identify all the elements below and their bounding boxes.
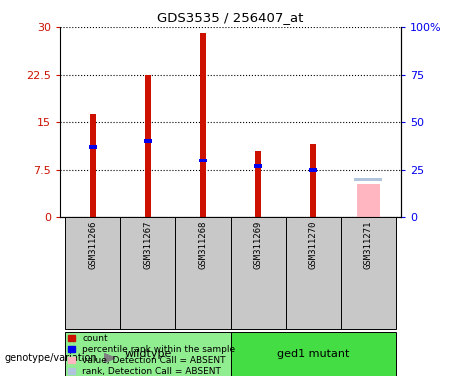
Bar xyxy=(176,217,230,329)
Text: ged1 mutant: ged1 mutant xyxy=(277,349,349,359)
Legend: count, percentile rank within the sample, value, Detection Call = ABSENT, rank, : count, percentile rank within the sample… xyxy=(65,331,239,379)
Bar xyxy=(230,332,396,376)
Bar xyxy=(285,217,341,329)
Bar xyxy=(199,159,207,162)
Bar xyxy=(309,168,317,172)
Polygon shape xyxy=(104,353,115,363)
Bar xyxy=(65,217,120,329)
Bar xyxy=(145,74,151,217)
Bar xyxy=(255,151,261,217)
Bar xyxy=(65,332,230,376)
Text: GSM311266: GSM311266 xyxy=(89,221,97,269)
Text: GSM311270: GSM311270 xyxy=(308,221,318,269)
Text: GSM311269: GSM311269 xyxy=(254,221,262,269)
Text: GSM311268: GSM311268 xyxy=(199,221,207,269)
Bar xyxy=(341,217,396,329)
Text: wildtype: wildtype xyxy=(124,349,171,359)
Text: genotype/variation: genotype/variation xyxy=(5,353,97,363)
Bar xyxy=(254,164,262,168)
Bar xyxy=(230,217,285,329)
Bar xyxy=(144,139,152,143)
Bar xyxy=(354,178,382,181)
Bar xyxy=(200,33,206,217)
Text: GSM311267: GSM311267 xyxy=(143,221,153,269)
Title: GDS3535 / 256407_at: GDS3535 / 256407_at xyxy=(157,11,304,24)
Bar xyxy=(89,114,96,217)
Bar xyxy=(120,217,176,329)
Bar xyxy=(356,184,379,217)
Bar xyxy=(310,144,316,217)
Text: GSM311271: GSM311271 xyxy=(364,221,372,269)
Bar xyxy=(89,145,97,149)
